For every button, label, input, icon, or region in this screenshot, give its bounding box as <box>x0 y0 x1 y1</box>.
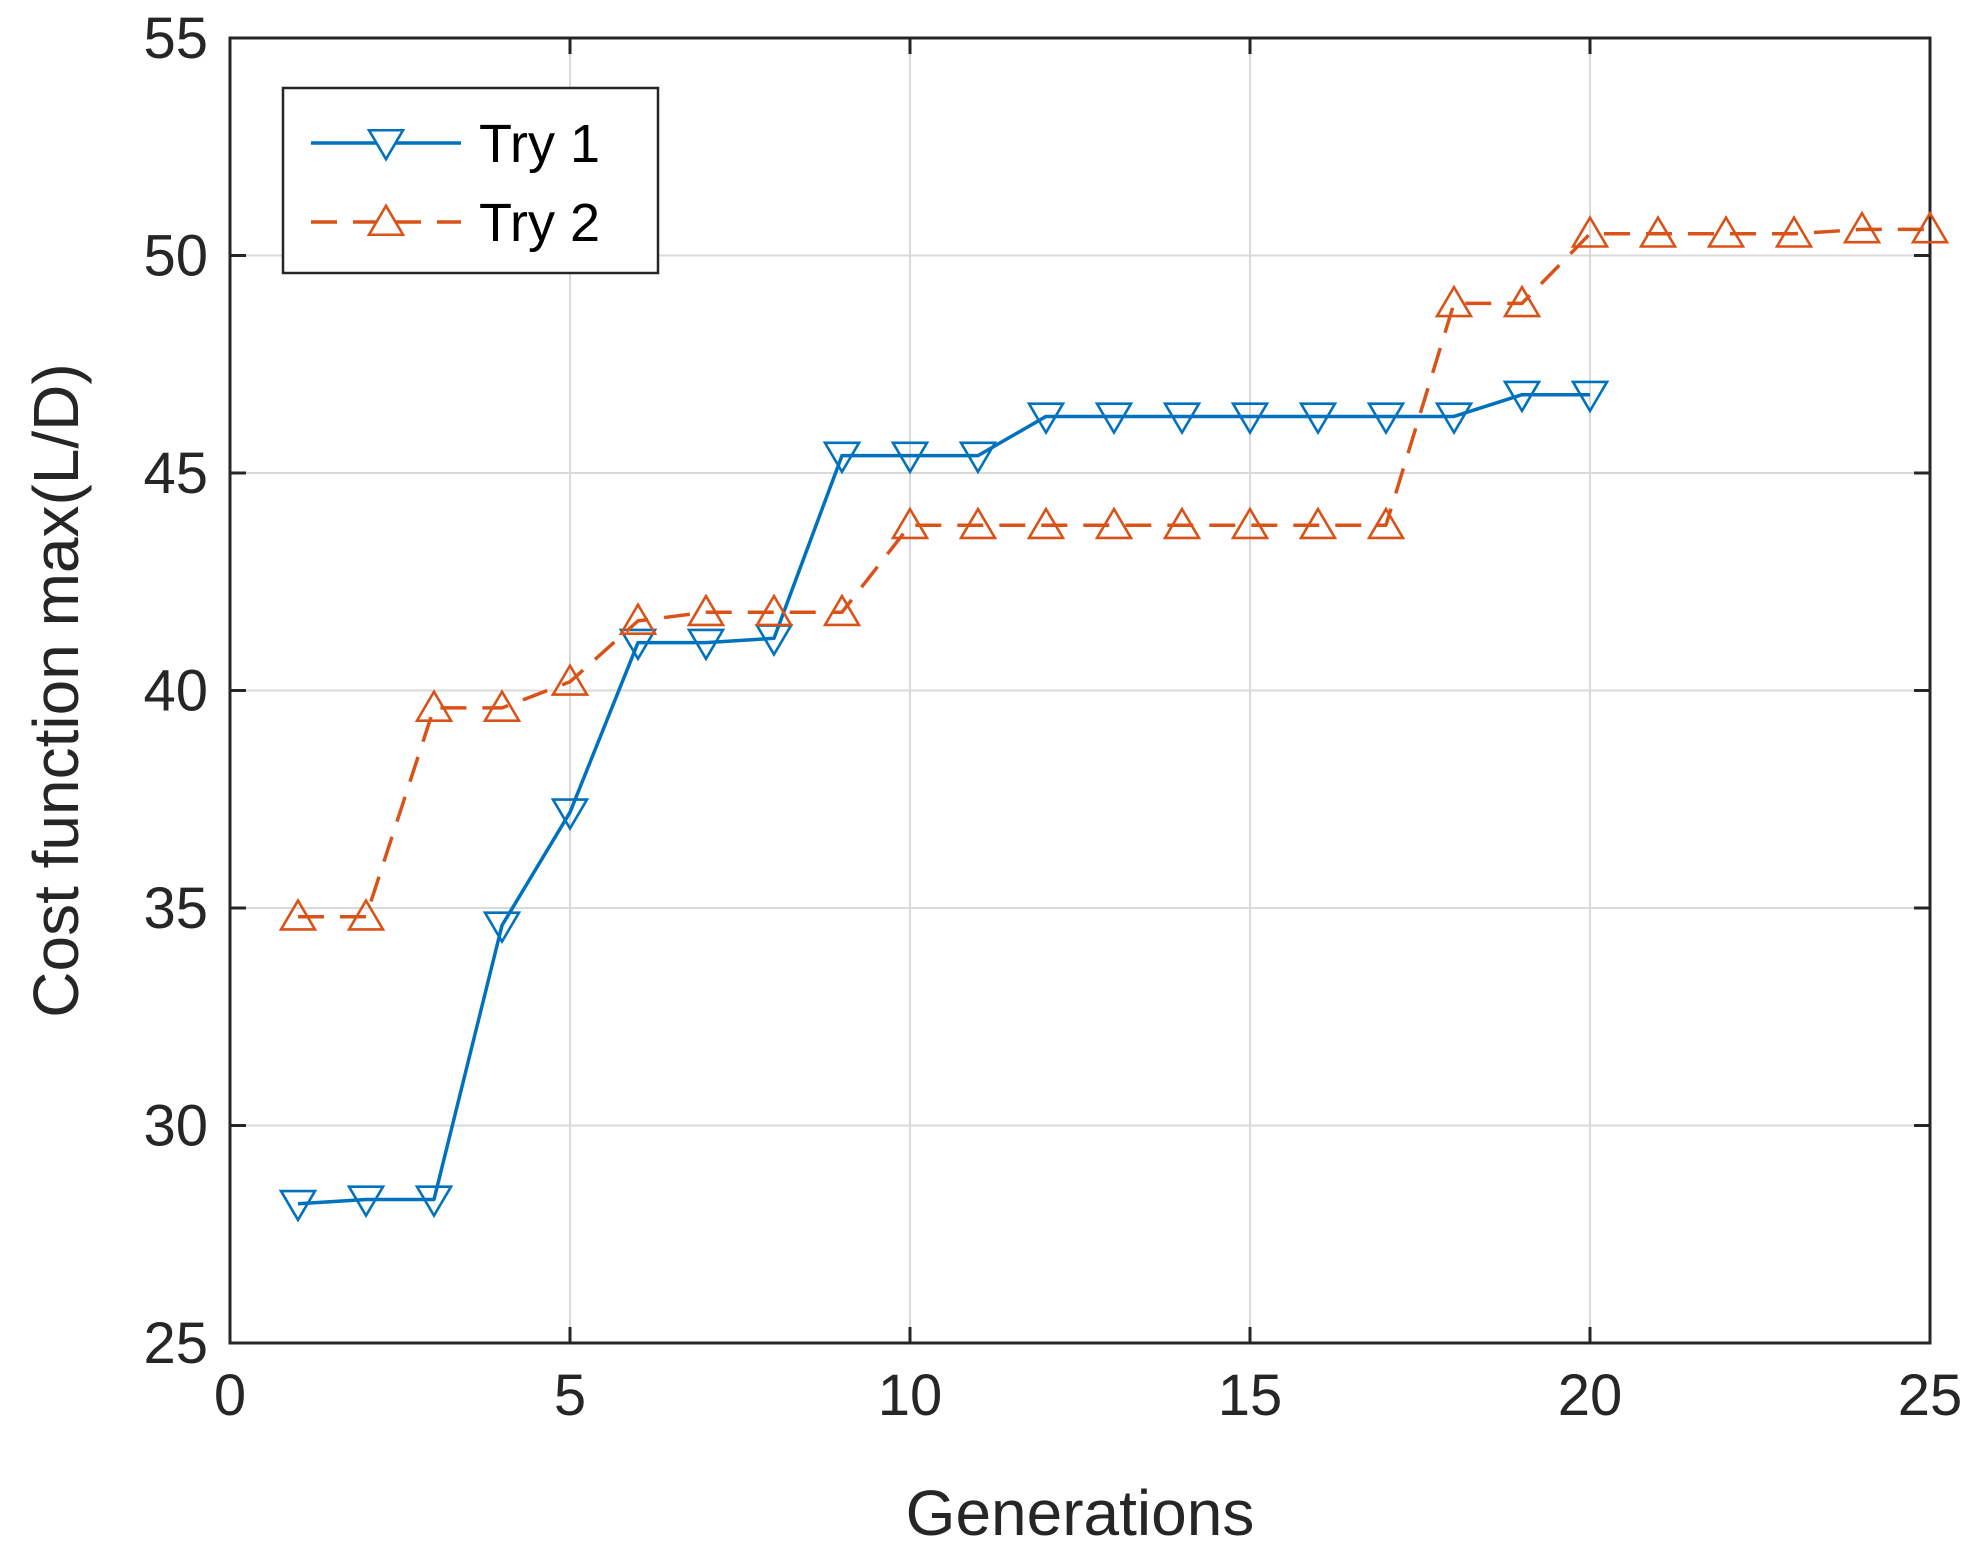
y-tick-label: 30 <box>143 1094 208 1159</box>
data-point <box>1026 402 1066 436</box>
data-point <box>1706 215 1746 248</box>
legend: Try 1 Try 2 <box>281 86 660 275</box>
data-point <box>890 441 930 475</box>
data-point <box>1230 402 1270 436</box>
data-point <box>1502 380 1542 414</box>
y-tick-label: 45 <box>143 441 208 506</box>
data-point <box>958 506 998 540</box>
series-line <box>298 227 1930 919</box>
data-point <box>1230 506 1270 540</box>
data-point <box>1570 215 1610 248</box>
x-tick-label: 10 <box>878 1363 943 1428</box>
data-point <box>414 1185 454 1219</box>
data-point <box>1774 215 1814 248</box>
data-point <box>278 897 318 931</box>
data-point <box>1298 402 1338 436</box>
plot-series <box>278 210 1950 1223</box>
series-line <box>297 392 1590 1206</box>
x-tick-label: 0 <box>214 1363 246 1428</box>
data-point <box>482 911 522 945</box>
data-point <box>346 897 386 931</box>
x-tick-label: 5 <box>554 1363 586 1428</box>
data-point <box>1434 402 1474 436</box>
data-point <box>1026 506 1066 540</box>
y-tick-label: 55 <box>143 6 208 71</box>
legend-label: Try 1 <box>479 114 600 174</box>
x-tick-label: 25 <box>1898 1363 1963 1428</box>
data-point <box>1094 402 1134 436</box>
data-point <box>618 602 658 635</box>
data-point <box>1162 506 1202 540</box>
data-point <box>958 441 998 475</box>
data-point <box>482 689 522 722</box>
data-point <box>346 1185 386 1219</box>
y-tick-label: 35 <box>143 876 208 941</box>
data-point <box>414 689 454 722</box>
legend-item: Try 2 <box>311 193 600 253</box>
data-point <box>1366 506 1406 540</box>
data-point <box>1366 402 1406 436</box>
legend-item: Try 1 <box>311 114 600 174</box>
series-try-1 <box>278 380 1610 1223</box>
y-axis-title: Cost function max(L/D) <box>20 363 92 1017</box>
data-point <box>890 506 930 540</box>
tick-labels: 0 5 10 15 20 25 25 30 35 40 45 50 55 <box>143 6 1962 1428</box>
series-try-2 <box>278 210 1950 931</box>
legend-marker <box>366 203 406 237</box>
x-tick-label: 15 <box>1218 1363 1283 1428</box>
data-point <box>1094 506 1134 540</box>
data-point <box>1502 284 1542 318</box>
x-axis-title: Generations <box>906 1477 1255 1549</box>
y-tick-label: 50 <box>143 224 208 289</box>
data-point <box>1434 284 1474 318</box>
y-tick-label: 25 <box>143 1311 208 1376</box>
y-tick-label: 40 <box>143 659 208 724</box>
axes <box>228 36 1932 1345</box>
data-point <box>1298 506 1338 540</box>
data-point <box>822 441 862 475</box>
data-point <box>550 798 590 832</box>
data-point <box>1842 210 1882 244</box>
x-tick-label: 20 <box>1558 1363 1623 1428</box>
data-point <box>278 1189 318 1223</box>
data-point <box>1162 402 1202 436</box>
data-point <box>550 663 590 696</box>
data-point <box>618 628 658 662</box>
data-point <box>1910 210 1950 244</box>
data-point <box>754 593 794 627</box>
data-point <box>1570 380 1610 414</box>
legend-marker <box>366 128 406 162</box>
data-point <box>822 593 862 627</box>
data-point <box>686 593 726 627</box>
legend-box <box>281 86 660 275</box>
legend-label: Try 2 <box>479 193 600 253</box>
data-point <box>1638 215 1678 248</box>
data-point <box>686 628 726 662</box>
